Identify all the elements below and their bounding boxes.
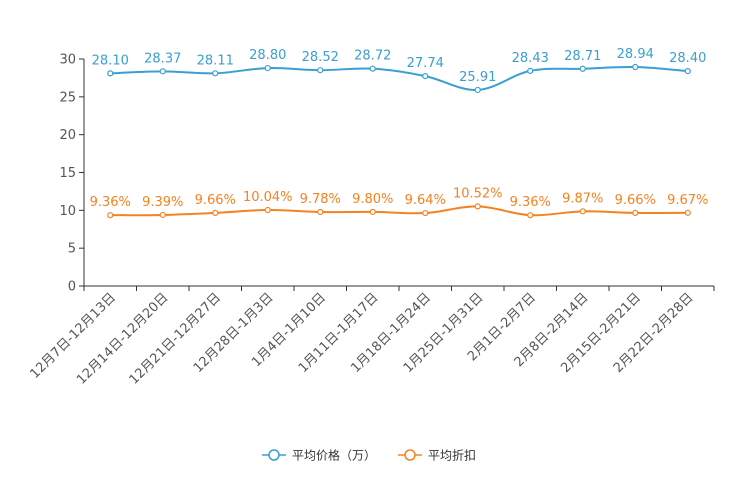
data-point[interactable] (212, 209, 219, 217)
data-label: 9.64% (405, 193, 446, 208)
data-label: 9.87% (562, 191, 603, 206)
legend-item-1[interactable]: 平均折扣 (428, 448, 476, 463)
data-label: 28.37 (144, 51, 181, 66)
data-label: 28.94 (617, 47, 654, 62)
y-tick-label: 15 (59, 166, 76, 181)
data-point[interactable] (474, 203, 481, 210)
data-label: 10.04% (243, 190, 293, 205)
legend-swatch-marker (404, 449, 416, 461)
data-point[interactable] (107, 212, 114, 219)
x-tick-label: 12月7日-12月13日 (27, 290, 119, 382)
y-tick-label: 10 (59, 204, 76, 219)
data-label: 9.80% (352, 192, 393, 207)
y-tick-label: 25 (59, 90, 76, 105)
data-label: 10.52% (453, 186, 503, 201)
x-tick-label: 12月14日-12月20日 (74, 290, 171, 387)
data-point[interactable] (264, 206, 271, 214)
data-label: 28.71 (564, 49, 601, 64)
data-point[interactable] (527, 67, 534, 74)
y-tick-label: 0 (68, 280, 76, 295)
data-point[interactable] (684, 209, 691, 216)
data-point[interactable] (422, 209, 429, 217)
data-label: 28.72 (354, 49, 391, 64)
data-point[interactable] (212, 70, 219, 77)
data-label: 28.40 (669, 51, 706, 66)
data-label: 28.80 (249, 48, 286, 63)
data-label: 9.66% (195, 193, 236, 208)
data-point[interactable] (579, 208, 586, 215)
series-line-1 (110, 205, 688, 217)
data-point[interactable] (632, 209, 639, 217)
legend-swatch-marker (268, 449, 280, 461)
data-point[interactable] (159, 68, 166, 75)
data-point[interactable] (684, 68, 691, 75)
y-tick-label: 20 (59, 128, 76, 143)
data-point[interactable] (369, 65, 376, 72)
data-point[interactable] (632, 63, 639, 71)
data-label: 9.66% (615, 193, 656, 208)
data-point[interactable] (317, 67, 324, 74)
data-label: 28.52 (302, 50, 339, 65)
y-tick-label: 30 (59, 53, 76, 68)
data-point[interactable] (369, 208, 376, 215)
series-line-0 (110, 65, 688, 91)
data-label: 28.43 (512, 51, 549, 66)
data-label: 27.74 (407, 56, 444, 71)
data-point[interactable] (474, 86, 481, 94)
data-point[interactable] (107, 70, 114, 77)
y-tick-label: 5 (68, 242, 76, 257)
data-label: 9.36% (510, 195, 551, 210)
legend-item-0[interactable]: 平均价格（万） (292, 448, 376, 463)
data-label: 25.91 (459, 70, 496, 85)
data-label: 9.36% (90, 195, 131, 210)
data-label: 9.67% (667, 193, 708, 208)
data-label: 28.10 (92, 53, 129, 68)
x-tick-label: 12月21日-12月27日 (127, 290, 224, 387)
data-point[interactable] (317, 208, 324, 216)
data-point[interactable] (527, 212, 534, 219)
data-point[interactable] (579, 65, 586, 72)
data-point[interactable] (264, 64, 271, 72)
data-label: 9.39% (142, 195, 183, 210)
data-label: 9.78% (300, 192, 341, 207)
data-label: 28.11 (197, 53, 234, 68)
data-point[interactable] (159, 211, 166, 219)
data-point[interactable] (422, 73, 429, 80)
